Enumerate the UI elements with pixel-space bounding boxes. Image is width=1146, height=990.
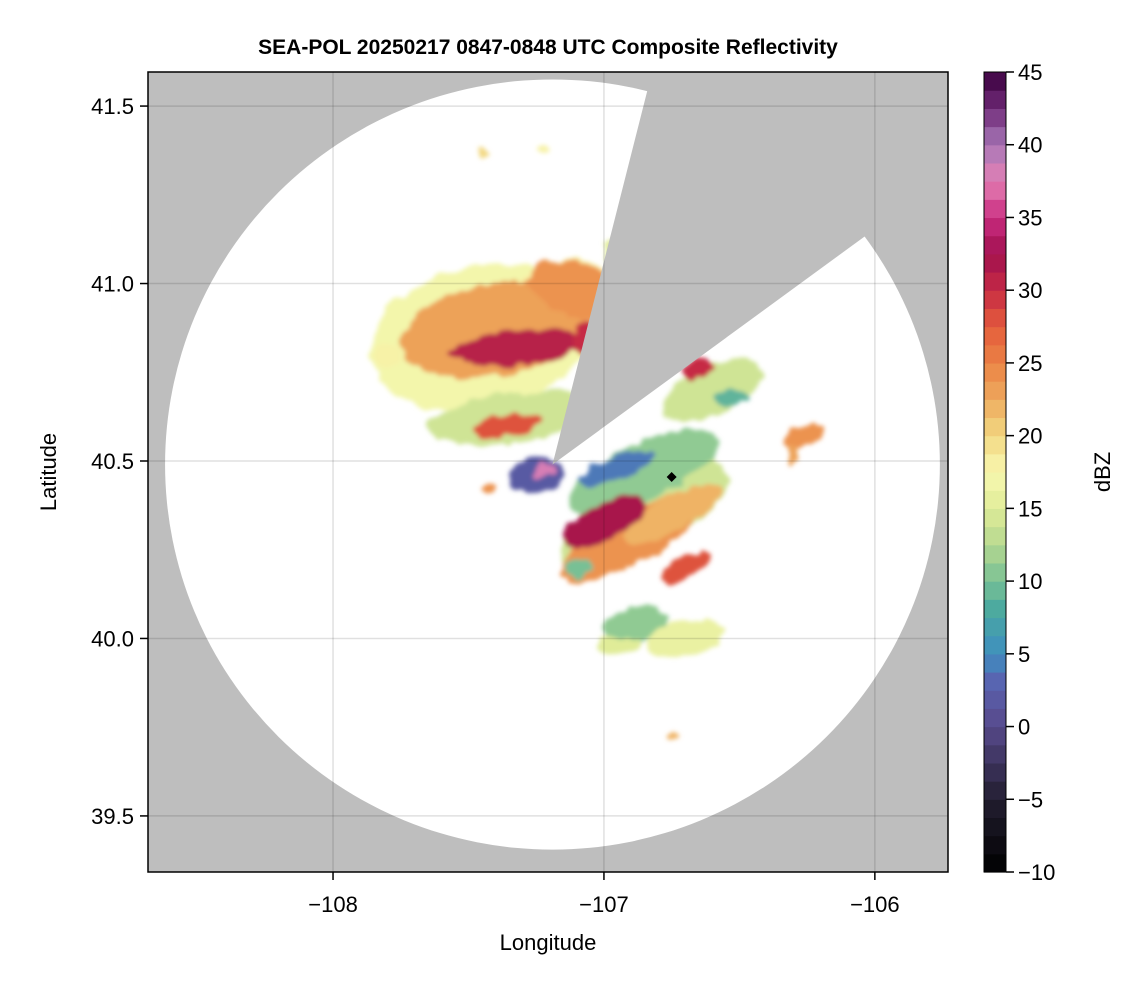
chart-title: SEA-POL 20250217 0847-0848 UTC Composite… [258, 36, 838, 59]
colorbar-bin [984, 453, 1006, 473]
colorbar-bin [984, 853, 1006, 873]
plot-frame [147, 71, 949, 873]
colorbar-bin [984, 344, 1006, 364]
colorbar-bin [984, 835, 1006, 855]
echo-cell [538, 145, 550, 153]
colorbar-bin [984, 326, 1006, 346]
colorbar-tick-label: 30 [1018, 278, 1042, 303]
colorbar-tick-label: −5 [1018, 787, 1043, 812]
colorbar-bin [984, 72, 1006, 91]
colorbar-frame [983, 71, 1007, 873]
echo-cell [662, 357, 763, 423]
colorbar-bin [984, 562, 1006, 582]
x-tick-label: −108 [308, 892, 358, 917]
colorbar-bin [984, 544, 1006, 564]
echo-cell [449, 328, 585, 367]
colorbar: −10 −5 0 5 10 15 20 25 30 35 40 45 [983, 60, 1055, 885]
x-tick-label: −106 [850, 892, 900, 917]
blocked-sector [552, 72, 948, 465]
colorbar-bin [984, 272, 1006, 291]
colorbar-tick-label: 0 [1018, 715, 1030, 740]
colorbar-bin [984, 781, 1006, 800]
colorbar-tick-label: 10 [1018, 569, 1042, 594]
colorbar-tick-label: 20 [1018, 424, 1042, 449]
colorbar-bin [984, 617, 1006, 637]
colorbar-tick-label: 5 [1018, 642, 1030, 667]
echo-cell [563, 556, 590, 579]
colorbar-bin [984, 744, 1006, 764]
colorbar-bin [984, 108, 1006, 128]
colorbar-bin [984, 217, 1006, 237]
y-axis-label: Latitude [36, 433, 61, 511]
y-tick-label: 40.0 [91, 626, 134, 651]
colorbar-bin [984, 526, 1006, 546]
echo-cell [476, 148, 488, 156]
colorbar-bin [984, 144, 1006, 164]
echo-cell [482, 483, 499, 496]
echo-cell [666, 734, 678, 742]
colorbar-bin [984, 199, 1006, 219]
colorbar-bin [984, 599, 1006, 619]
colorbar-bin [984, 490, 1006, 509]
echo-cell [788, 443, 799, 465]
x-axis: −108 −107 −106 [308, 872, 900, 917]
colorbar-label: dBZ [1090, 452, 1115, 492]
echo-cell [579, 450, 656, 486]
colorbar-bin [984, 235, 1006, 255]
colorbar-bin [984, 362, 1006, 382]
colorbar-bin [984, 653, 1006, 673]
colorbar-bin [984, 472, 1006, 491]
colorbar-tick-label: 40 [1018, 133, 1042, 158]
plot-area [148, 72, 948, 872]
colorbar-bin [984, 581, 1006, 600]
colorbar-bin [984, 672, 1006, 691]
colorbar-tick-label: 25 [1018, 351, 1042, 376]
colorbar-bin [984, 126, 1006, 146]
colorbar-tick-label: 45 [1018, 60, 1042, 85]
colorbar-tick-label: 35 [1018, 205, 1042, 230]
echo-cell [373, 340, 401, 369]
colorbar-bin [984, 90, 1006, 109]
echo-cell [623, 484, 721, 545]
echo-cell [533, 464, 555, 480]
colorbar-bin [984, 381, 1006, 400]
colorbar-bin [984, 799, 1006, 819]
colorbar-bin [984, 817, 1006, 837]
echo-cell [712, 388, 751, 406]
echo-cell [562, 494, 646, 549]
echo-cell [645, 619, 726, 658]
colorbar-bin [984, 708, 1006, 728]
colorbar-bin [984, 253, 1006, 273]
colorbar-bin [984, 762, 1006, 782]
grid-lines [148, 72, 948, 872]
radar-site-marker [666, 471, 677, 482]
y-tick-label: 41.5 [91, 94, 134, 119]
colorbar-bin [984, 290, 1006, 309]
echo-cell [783, 424, 826, 448]
reflectivity-echoes [369, 145, 826, 742]
echo-cell [595, 634, 640, 657]
colorbar-bin [984, 726, 1006, 746]
y-axis: 39.5 40.0 40.5 41.0 41.5 [91, 94, 148, 829]
echo-cell [477, 413, 542, 438]
colorbar-bin [984, 181, 1006, 200]
x-axis-label: Longitude [500, 930, 597, 955]
colorbar-bin [984, 508, 1006, 528]
colorbar-bin [984, 162, 1006, 182]
y-tick-label: 39.5 [91, 804, 134, 829]
y-tick-label: 40.5 [91, 449, 134, 474]
colorbar-tick-label: 15 [1018, 496, 1042, 521]
colorbar-bin [984, 308, 1006, 328]
colorbar-tick-label: −10 [1018, 860, 1055, 885]
colorbar-bin [984, 635, 1006, 655]
y-tick-label: 41.0 [91, 272, 134, 297]
colorbar-bin [984, 399, 1006, 419]
x-tick-label: −107 [579, 892, 629, 917]
colorbar-bin [984, 435, 1006, 455]
echo-cell [660, 551, 710, 584]
colorbar-bin [984, 417, 1006, 437]
echo-cell [569, 428, 720, 515]
colorbar-bin [984, 690, 1006, 709]
